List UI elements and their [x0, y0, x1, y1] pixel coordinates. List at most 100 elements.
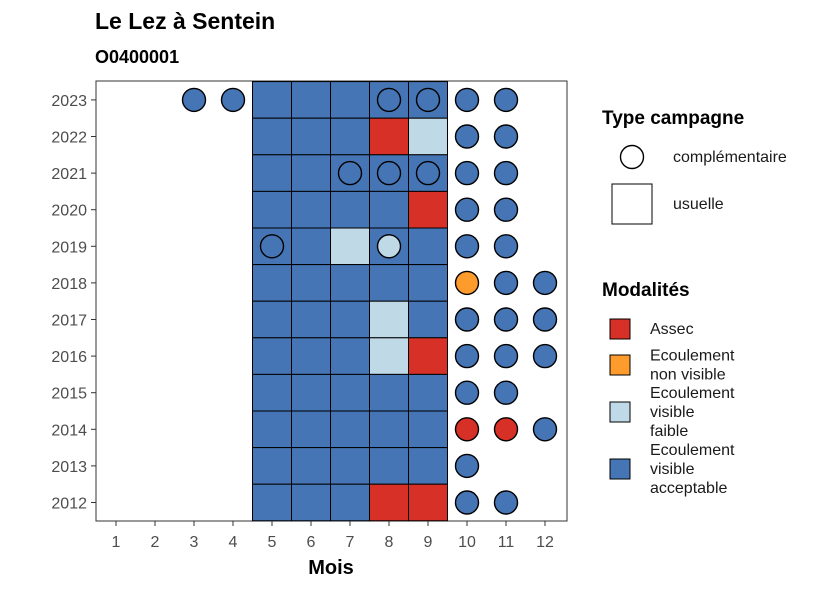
circles-layer — [181, 87, 558, 515]
point-2014-10 — [454, 417, 480, 442]
cell-2016-5 — [252, 337, 292, 375]
x-tick-label: 6 — [307, 534, 316, 551]
point-2021-11 — [493, 160, 519, 186]
legend-modalite-label: visible — [650, 404, 695, 421]
cell-2016-8 — [369, 337, 409, 375]
cell-2017-8 — [369, 300, 409, 339]
x-tick-label: 12 — [536, 534, 554, 551]
x-tick-label: 5 — [268, 534, 277, 551]
cell-2014-6 — [291, 410, 331, 449]
cell-2013-7 — [330, 447, 370, 485]
chart-subtitle: O0400001 — [95, 47, 179, 67]
cells-layer — [252, 81, 448, 522]
point-2020-11 — [493, 197, 519, 222]
point-2014-11 — [493, 417, 519, 442]
point-2020-10 — [454, 197, 480, 222]
legend-type-title: Type campagne — [602, 108, 744, 129]
point-2022-11 — [493, 124, 519, 149]
cell-2013-8 — [369, 447, 409, 485]
cell-2016-6 — [291, 337, 331, 375]
legend-modalite-swatch — [609, 318, 631, 340]
cell-2017-5 — [252, 300, 292, 339]
cell-2020-6 — [291, 190, 331, 229]
cell-2022-6 — [291, 117, 331, 156]
cell-2014-7 — [330, 410, 370, 449]
legend-layer: Type campagne complémentaire usuelle Modali… — [602, 108, 787, 497]
point-2022-10 — [454, 124, 480, 149]
legend-modalite-label: Ecoulement — [650, 385, 735, 402]
x-tick-label: 9 — [424, 534, 433, 551]
cell-2012-5 — [252, 483, 292, 522]
cell-2022-7 — [330, 117, 370, 156]
legend-type-label: complémentaire — [673, 149, 787, 166]
x-tick-label: 2 — [151, 534, 160, 551]
legend-modalite-swatch — [609, 401, 631, 423]
x-tick-label: 7 — [346, 534, 355, 551]
y-tick-label: 2017 — [51, 313, 87, 330]
y-tick-label: 2020 — [51, 203, 87, 220]
y-tick-label: 2016 — [51, 349, 87, 366]
y-tick-label: 2014 — [51, 422, 87, 439]
cell-2018-7 — [330, 264, 370, 302]
cell-2017-7 — [330, 300, 370, 339]
legend-modalites-title: Modalités — [602, 280, 690, 301]
point-2021-10 — [454, 160, 480, 186]
chart-title: Le Lez à Sentein — [95, 8, 275, 34]
legend-circle-swatch — [619, 144, 645, 170]
point-2019-8 — [376, 234, 402, 259]
point-2016-12 — [532, 343, 558, 369]
cell-2016-9 — [408, 337, 448, 375]
cell-2017-9 — [408, 300, 448, 339]
y-tick-label: 2023 — [51, 93, 87, 110]
point-2016-10 — [454, 343, 480, 369]
point-2018-12 — [532, 270, 558, 296]
x-tick-label: 8 — [385, 534, 394, 551]
cell-2013-5 — [252, 447, 292, 485]
x-tick-label: 11 — [498, 534, 515, 551]
cell-2019-7 — [330, 227, 370, 266]
point-2015-11 — [493, 380, 519, 405]
cell-2019-9 — [408, 227, 448, 266]
y-tick-label: 2013 — [51, 459, 87, 476]
cell-2014-5 — [252, 410, 292, 449]
cell-2017-6 — [291, 300, 331, 339]
cell-2022-9 — [408, 117, 448, 156]
cell-2020-5 — [252, 190, 292, 229]
point-2019-10 — [454, 234, 480, 259]
point-2021-7 — [337, 160, 363, 186]
cell-2022-5 — [252, 117, 292, 156]
x-tick-label: 10 — [458, 534, 476, 551]
cell-2021-5 — [252, 154, 292, 192]
legend-modalite-label: Ecoulement — [650, 348, 735, 365]
cell-2020-9 — [408, 190, 448, 229]
y-tick-label: 2021 — [51, 166, 87, 183]
legend-type-label: usuelle — [673, 196, 724, 213]
cell-2021-6 — [291, 154, 331, 192]
cell-2018-6 — [291, 264, 331, 302]
x-axis-title: Mois — [308, 557, 354, 579]
point-2014-12 — [532, 417, 558, 442]
point-2023-9 — [415, 87, 441, 113]
point-2019-5 — [259, 234, 285, 259]
point-2012-10 — [454, 490, 480, 515]
point-2021-9 — [415, 160, 441, 186]
point-2023-10 — [454, 87, 480, 113]
legend-modalite-swatch — [609, 458, 631, 480]
cell-2015-6 — [291, 373, 331, 412]
cell-2014-9 — [408, 410, 448, 449]
y-tick-label: 2022 — [51, 130, 87, 147]
point-2016-11 — [493, 343, 519, 369]
cell-2018-9 — [408, 264, 448, 302]
cell-2015-9 — [408, 373, 448, 412]
legend-modalite-label: visible — [650, 461, 695, 478]
x-tick-label: 3 — [190, 534, 199, 551]
y-tick-label: 2018 — [51, 276, 87, 293]
point-2015-10 — [454, 380, 480, 405]
cell-2012-6 — [291, 483, 331, 522]
cell-2020-7 — [330, 190, 370, 229]
cell-2016-7 — [330, 337, 370, 375]
legend-modalite-label: acceptable — [650, 480, 727, 497]
cell-2013-6 — [291, 447, 331, 485]
cell-2018-8 — [369, 264, 409, 302]
